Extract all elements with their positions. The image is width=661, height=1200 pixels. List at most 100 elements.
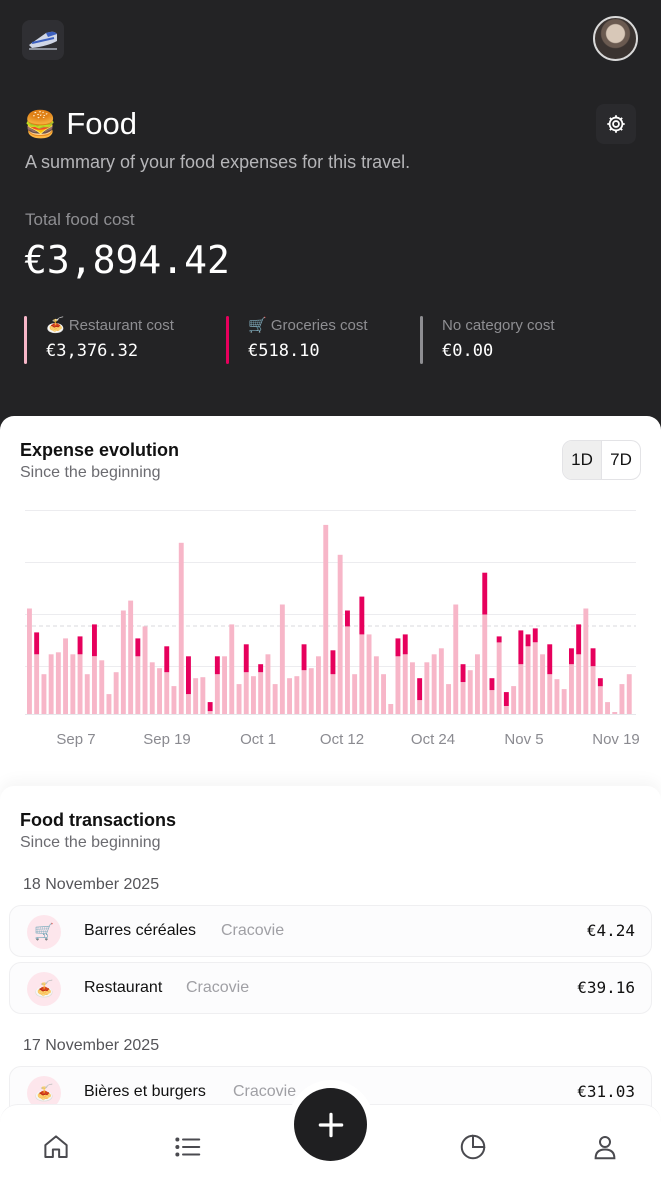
bar-restaurant <box>410 662 415 714</box>
toggle-1d[interactable]: 1D <box>563 441 601 479</box>
bar-restaurant <box>417 700 423 714</box>
bar-restaurant <box>316 656 321 714</box>
bar-groceries <box>214 656 220 675</box>
bar-restaurant <box>345 626 350 714</box>
transaction-name: Bières et burgers <box>84 1083 206 1100</box>
date-heading: 17 November 2025 <box>23 1037 160 1054</box>
bar-restaurant <box>200 677 206 714</box>
bar-groceries <box>417 678 423 701</box>
bar-restaurant <box>576 654 582 714</box>
transactions-title: Food transactions <box>20 810 177 830</box>
bar-restaurant <box>453 604 459 714</box>
bar-restaurant <box>229 624 235 714</box>
x-tick-label: Oct 12 <box>320 731 364 748</box>
bar-restaurant <box>547 674 553 714</box>
nav-home[interactable] <box>36 1127 76 1167</box>
stat-value: €518.10 <box>248 341 320 361</box>
bar-restaurant <box>222 656 227 714</box>
bar-restaurant <box>561 689 567 714</box>
user-icon <box>594 1136 616 1160</box>
bar-restaurant <box>612 712 618 714</box>
stat-label: 🍝 Restaurant cost <box>46 317 174 334</box>
bar-restaurant <box>193 678 199 714</box>
bar-groceries <box>330 650 336 675</box>
bar-restaurant <box>34 654 40 714</box>
x-tick-label: Sep 7 <box>56 731 95 748</box>
bar-restaurant <box>366 634 372 714</box>
total-value: €3,894.42 <box>24 238 230 282</box>
bar-groceries <box>186 656 191 695</box>
spaghetti-icon: 🍝 <box>27 972 61 1006</box>
bar-restaurant <box>446 684 451 714</box>
bar-restaurant <box>48 654 54 714</box>
bar-restaurant <box>569 664 574 714</box>
bar-groceries <box>489 678 495 691</box>
settings-button[interactable] <box>596 104 636 144</box>
stat-color-bar <box>420 316 423 364</box>
bar-restaurant <box>532 642 538 714</box>
bar-groceries <box>525 634 531 647</box>
stat-label: No category cost <box>442 317 555 334</box>
gear-icon <box>607 115 625 133</box>
bar-restaurant <box>323 524 329 714</box>
bar-groceries <box>77 636 83 655</box>
bar-restaurant <box>265 654 271 714</box>
bar-restaurant <box>84 674 90 714</box>
train-logo-icon[interactable] <box>22 20 64 60</box>
bar-groceries <box>395 638 401 657</box>
transaction-row[interactable]: 🍝 Restaurant Cracovie €39.16 <box>9 962 652 1014</box>
bar-restaurant <box>352 674 358 714</box>
toggle-7d[interactable]: 7D <box>601 441 640 479</box>
transaction-row[interactable]: 🛒 Barres céréales Cracovie €4.24 <box>9 905 652 957</box>
nav-list[interactable] <box>168 1127 208 1167</box>
page-title-row: 🍔 Food <box>24 104 137 144</box>
bar-restaurant <box>540 654 545 714</box>
list-icon <box>175 1137 201 1157</box>
bar-groceries <box>164 646 170 673</box>
bar-restaurant <box>467 670 473 714</box>
stat-value: €0.00 <box>442 341 494 361</box>
page-subtitle: A summary of your food expenses for this… <box>25 152 411 172</box>
home-icon <box>44 1135 68 1158</box>
bar-restaurant <box>120 610 126 714</box>
bar-restaurant <box>149 662 155 714</box>
bar-restaurant <box>272 684 278 714</box>
transaction-amount: €4.24 <box>586 921 635 940</box>
bar-restaurant <box>590 666 596 714</box>
bar-restaurant <box>70 654 76 714</box>
bar-restaurant <box>373 656 379 714</box>
cart-icon: 🛒 <box>27 915 61 949</box>
stat-groceries: 🛒 Groceries cost €518.10 <box>226 316 368 364</box>
bar-restaurant <box>424 662 430 714</box>
interval-toggle[interactable]: 1D 7D <box>562 440 641 480</box>
bar-restaurant <box>554 679 560 714</box>
bar-restaurant <box>27 608 32 714</box>
bar-restaurant <box>489 690 495 714</box>
transaction-amount: €39.16 <box>577 978 635 997</box>
bar-restaurant <box>171 686 177 714</box>
bar-groceries <box>402 634 408 655</box>
bar-groceries <box>207 702 213 712</box>
bar-restaurant <box>251 676 256 714</box>
bar-groceries <box>135 638 141 657</box>
bar-restaurant <box>157 668 162 714</box>
bar-restaurant <box>128 600 134 714</box>
transaction-place: Cracovie <box>186 979 250 996</box>
nav-stats[interactable] <box>453 1127 493 1167</box>
bar-groceries <box>503 692 509 706</box>
bar-groceries <box>482 572 488 615</box>
avatar[interactable] <box>593 16 638 61</box>
bar-restaurant <box>431 654 437 714</box>
total-label: Total food cost <box>25 210 135 229</box>
x-tick-label: Oct 1 <box>240 731 276 748</box>
bar-restaurant <box>597 686 603 714</box>
transaction-name: Restaurant <box>84 979 163 996</box>
nav-profile[interactable] <box>585 1127 625 1167</box>
bar-restaurant <box>525 646 531 714</box>
bar-restaurant <box>214 674 220 714</box>
transaction-place: Cracovie <box>221 922 285 939</box>
bar-restaurant <box>475 654 480 714</box>
add-expense-button[interactable] <box>294 1088 367 1161</box>
bar-restaurant <box>178 542 184 714</box>
stat-value: €3,376.32 <box>46 341 139 361</box>
